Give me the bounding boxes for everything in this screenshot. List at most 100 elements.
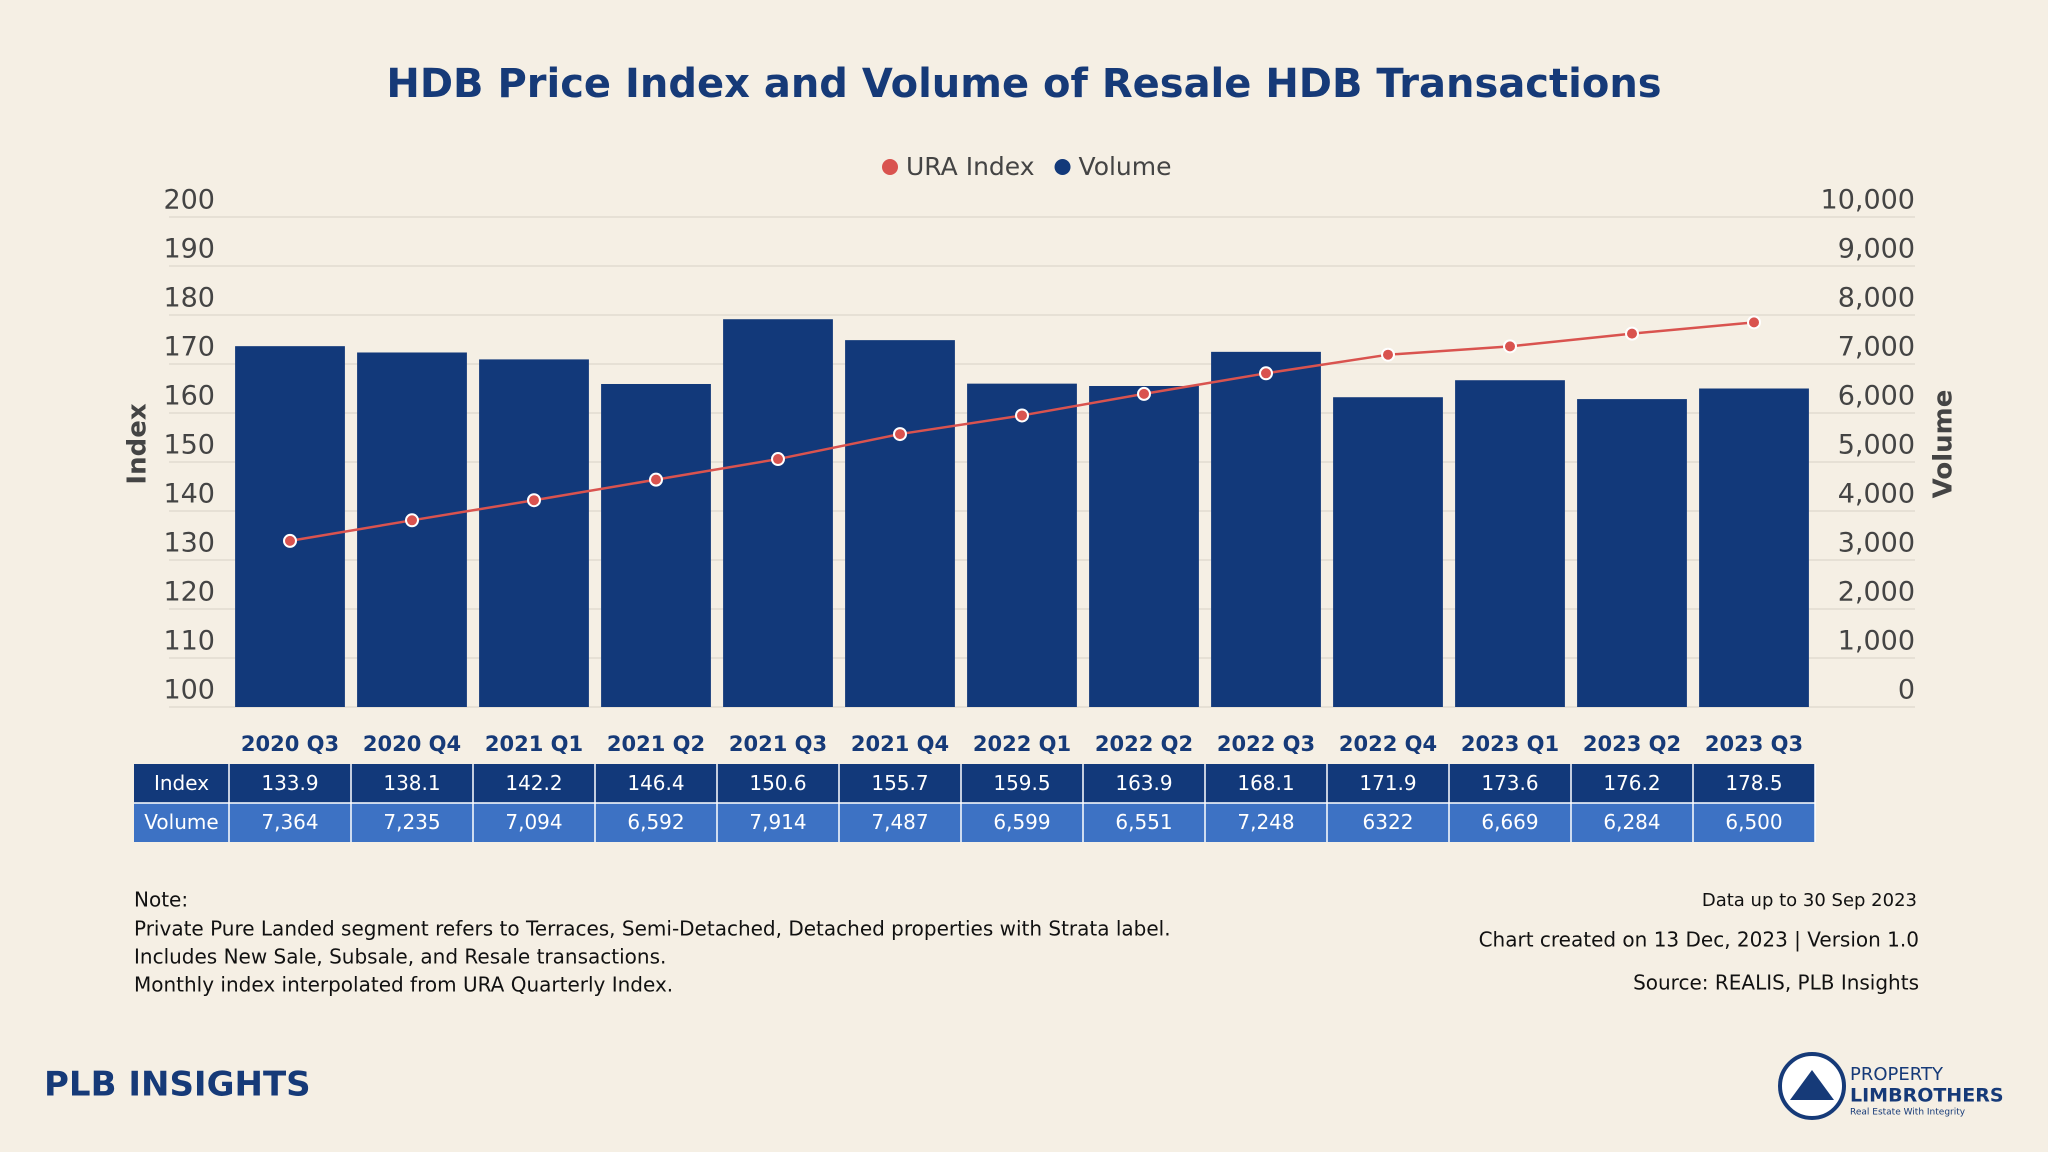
point [771,452,785,467]
y2-tick-label: 0 [1898,675,1915,706]
table-cell: 178.5 [1725,771,1782,795]
y2-tick-label: 7,000 [1838,332,1915,363]
x-tick-label: 2023 Q3 [1705,732,1803,756]
y-tick-label: 110 [163,626,215,657]
table-cell: 171.9 [1359,771,1416,795]
info-text: Source: REALIS, PLB Insights [1633,971,1919,995]
x-tick-label: 2023 Q1 [1461,732,1559,756]
y-tick-label: 180 [163,283,215,314]
bar [1089,386,1199,707]
y-tick-label: 140 [163,479,215,510]
bar [235,346,345,707]
logo-right-line2: LIMBROTHERS [1850,1085,2004,1107]
x-tick-label: 2021 Q4 [851,732,949,756]
point [405,513,419,528]
y2-tick-label: 10,000 [1821,185,1915,216]
y-axis-label: Index [123,403,153,484]
table-cell: 6,551 [1115,810,1172,834]
legend-label: Volume [1079,152,1172,181]
point [1625,326,1639,341]
table-cell: 142.2 [505,771,562,795]
bar [845,340,955,707]
info-text: Data up to 30 Sep 2023 [1702,890,1917,911]
info-text: Chart created on 13 Dec, 2023 | Version … [1479,928,1919,952]
point [1503,339,1517,354]
bar [1455,380,1565,707]
y-tick-label: 160 [163,381,215,412]
bar [1333,397,1443,707]
table-row-label: Index [154,771,209,795]
y2-tick-label: 2,000 [1838,577,1915,608]
table-cell: 168.1 [1237,771,1294,795]
table-cell: 7,914 [749,810,806,834]
table-cell: 6322 [1363,810,1414,834]
x-tick-label: 2022 Q3 [1217,732,1315,756]
table-cell: 159.5 [993,771,1050,795]
logo-right-tagline: Real Estate With Integrity [1850,1108,1966,1118]
chart-title: HDB Price Index and Volume of Resale HDB… [386,61,1661,107]
point [1747,315,1761,330]
y2-tick-label: 6,000 [1838,381,1915,412]
point [893,427,907,442]
notes: Note: Private Pure Landed segment refers… [134,888,1171,997]
legend-marker [882,159,898,175]
legend-label: URA Index [906,152,1035,181]
table-cell: 138.1 [383,771,440,795]
y-tick-label: 200 [163,185,215,216]
table-cell: 6,599 [993,810,1050,834]
table-row-label: Volume [144,810,218,834]
logo-right-line1: PROPERTY [1850,1064,1944,1085]
table-cell: 163.9 [1115,771,1172,795]
point [1381,347,1395,362]
y2-tick-label: 1,000 [1838,626,1915,657]
bar [357,352,467,707]
table-cell: 155.7 [871,771,928,795]
y2-tick-label: 8,000 [1838,283,1915,314]
bar [479,359,589,707]
y-tick-label: 170 [163,332,215,363]
info: Data up to 30 Sep 2023 Chart created on … [1479,890,1919,995]
y-tick-label: 190 [163,234,215,265]
x-tick-label: 2020 Q3 [241,732,339,756]
bar [1211,351,1321,707]
y-tick-label: 120 [163,577,215,608]
y2-tick-label: 3,000 [1838,528,1915,559]
note: Monthly index interpolated from URA Quar… [134,973,673,997]
note: Includes New Sale, Subsale, and Resale t… [134,945,666,969]
x-tick-label: 2021 Q2 [607,732,705,756]
point [527,493,541,508]
y-tick-label: 130 [163,528,215,559]
table-cell: 7,487 [871,810,928,834]
table-cell: 7,248 [1237,810,1294,834]
x-tick-label: 2022 Q4 [1339,732,1437,756]
table-cell: 176.2 [1603,771,1660,795]
table-cell: 6,669 [1481,810,1538,834]
y2-tick-label: 9,000 [1838,234,1915,265]
y2-tick-label: 4,000 [1838,479,1915,510]
x-tick-label: 2022 Q2 [1095,732,1193,756]
table-row [134,764,1815,803]
point [1137,386,1151,401]
x-tick-label: 2022 Q1 [973,732,1071,756]
table-cell: 7,235 [383,810,440,834]
table-cell: 133.9 [261,771,318,795]
table-cell: 7,094 [505,810,562,834]
x-tick-label: 2021 Q3 [729,732,827,756]
bar [723,319,833,707]
x-tick-label: 2020 Q4 [363,732,461,756]
x-tick-label: 2021 Q1 [485,732,583,756]
point [649,472,663,487]
bar [1577,399,1687,707]
bar [1699,388,1809,707]
table-cell: 6,500 [1725,810,1782,834]
bar [967,383,1077,707]
logo-icon-shape [1790,1070,1834,1100]
table-cell: 7,364 [261,810,318,834]
y2-tick-label: 5,000 [1838,430,1915,461]
legend-marker [1054,159,1071,175]
point [1259,366,1273,381]
table-cell: 173.6 [1481,771,1538,795]
y2-axis-label: Volume [1929,390,1959,499]
